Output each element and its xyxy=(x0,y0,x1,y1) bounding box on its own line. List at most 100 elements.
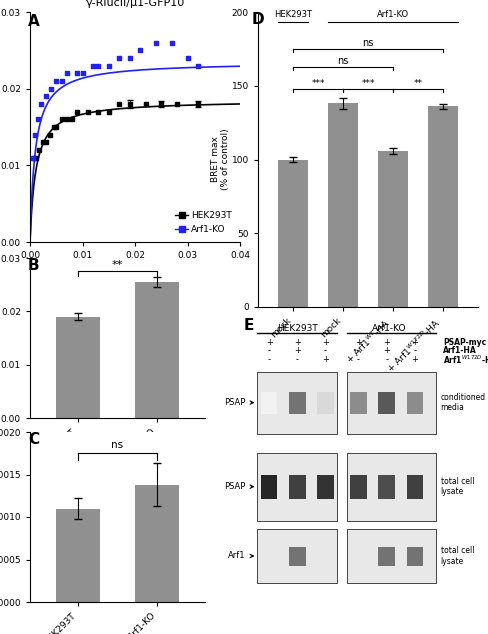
Text: ***: *** xyxy=(311,79,325,88)
Bar xyxy=(428,107,458,307)
Text: B: B xyxy=(28,258,40,273)
Text: PSAP: PSAP xyxy=(224,398,253,407)
Bar xyxy=(378,151,408,307)
Text: Arf1: Arf1 xyxy=(228,552,253,560)
Point xyxy=(115,99,123,109)
Text: D: D xyxy=(252,12,264,27)
Text: +: + xyxy=(265,338,273,347)
Bar xyxy=(56,508,100,602)
Text: +: + xyxy=(294,346,301,356)
Point xyxy=(63,114,71,124)
Text: HEK293T: HEK293T xyxy=(274,10,312,20)
Bar xyxy=(56,316,100,418)
Bar xyxy=(289,547,305,566)
Bar xyxy=(407,475,423,499)
Point xyxy=(168,37,176,48)
Point xyxy=(58,114,65,124)
Point xyxy=(115,53,123,63)
Point xyxy=(34,114,42,124)
Text: -: - xyxy=(357,346,360,356)
Point xyxy=(39,138,47,148)
Text: +: + xyxy=(383,338,390,347)
Point xyxy=(50,122,58,132)
Text: PSAP-myc: PSAP-myc xyxy=(443,338,487,347)
Bar xyxy=(407,547,423,566)
Point xyxy=(105,61,113,71)
Point xyxy=(47,84,55,94)
Point xyxy=(29,153,37,163)
Point xyxy=(36,145,43,155)
Text: ***: *** xyxy=(361,79,375,88)
Point xyxy=(42,91,50,101)
Bar xyxy=(317,392,334,414)
Point xyxy=(142,99,149,109)
FancyBboxPatch shape xyxy=(257,372,337,434)
Point xyxy=(30,153,38,163)
Point xyxy=(136,45,144,55)
Point xyxy=(157,99,165,109)
Point xyxy=(194,61,202,71)
Point xyxy=(63,68,71,79)
Bar xyxy=(261,392,277,414)
Bar xyxy=(135,485,179,602)
Text: -: - xyxy=(385,355,388,365)
Text: PSAP: PSAP xyxy=(224,482,253,491)
Text: total cell
lysate: total cell lysate xyxy=(441,547,474,566)
Point xyxy=(42,138,50,148)
Text: ns: ns xyxy=(111,440,123,450)
Point xyxy=(68,114,76,124)
Point xyxy=(126,99,134,109)
Text: +: + xyxy=(355,338,362,347)
Point xyxy=(32,153,40,163)
Point xyxy=(58,76,65,86)
Text: -: - xyxy=(324,346,327,356)
Point xyxy=(194,99,202,109)
Bar xyxy=(350,475,366,499)
Text: ns: ns xyxy=(362,38,374,48)
Text: +: + xyxy=(383,346,390,356)
Text: HEK293T: HEK293T xyxy=(277,325,318,333)
Bar xyxy=(289,392,305,414)
Text: +: + xyxy=(322,338,329,347)
Text: +: + xyxy=(411,355,418,365)
Text: ns: ns xyxy=(337,56,349,66)
Bar xyxy=(328,103,358,307)
Bar xyxy=(135,282,179,418)
Point xyxy=(94,61,102,71)
FancyBboxPatch shape xyxy=(346,453,436,521)
Text: -: - xyxy=(267,346,271,356)
Point xyxy=(183,53,191,63)
Text: Arf1-KO: Arf1-KO xyxy=(372,325,406,333)
Bar xyxy=(350,392,366,414)
Point xyxy=(126,53,134,63)
Text: +: + xyxy=(294,338,301,347)
Text: E: E xyxy=(244,318,254,333)
Point xyxy=(52,76,60,86)
FancyBboxPatch shape xyxy=(257,453,337,521)
Bar xyxy=(289,475,305,499)
Text: **: ** xyxy=(112,260,123,269)
Point xyxy=(46,129,54,139)
Text: Arf1$^{W172D}$-HA: Arf1$^{W172D}$-HA xyxy=(443,354,488,366)
Text: Arf1-HA: Arf1-HA xyxy=(443,346,477,356)
Point xyxy=(73,68,81,79)
Bar xyxy=(317,475,334,499)
Text: -: - xyxy=(267,355,271,365)
Point xyxy=(37,99,44,109)
Point xyxy=(105,107,113,117)
Point xyxy=(89,61,97,71)
Point xyxy=(73,107,81,117)
Point xyxy=(31,129,39,139)
Legend: HEK293T, Arf1-KO: HEK293T, Arf1-KO xyxy=(171,208,236,238)
Text: -: - xyxy=(413,346,416,356)
Text: -: - xyxy=(296,355,299,365)
Point xyxy=(152,37,160,48)
Text: conditioned
media: conditioned media xyxy=(441,393,486,412)
Title: γ-RlucII/μ1-GFP10: γ-RlucII/μ1-GFP10 xyxy=(85,0,184,8)
Bar xyxy=(261,475,277,499)
Text: -: - xyxy=(357,355,360,365)
Text: C: C xyxy=(28,432,39,447)
Text: +: + xyxy=(411,338,418,347)
Point xyxy=(94,107,102,117)
Text: +: + xyxy=(322,355,329,365)
